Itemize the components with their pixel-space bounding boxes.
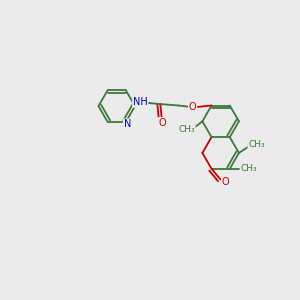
Text: O: O xyxy=(189,102,196,112)
Text: NH: NH xyxy=(133,97,148,107)
Text: O: O xyxy=(222,177,230,187)
Text: N: N xyxy=(124,119,131,129)
Text: CH₃: CH₃ xyxy=(178,125,195,134)
Text: CH₃: CH₃ xyxy=(248,140,265,149)
Text: O: O xyxy=(158,118,166,128)
Text: CH₃: CH₃ xyxy=(240,164,257,173)
